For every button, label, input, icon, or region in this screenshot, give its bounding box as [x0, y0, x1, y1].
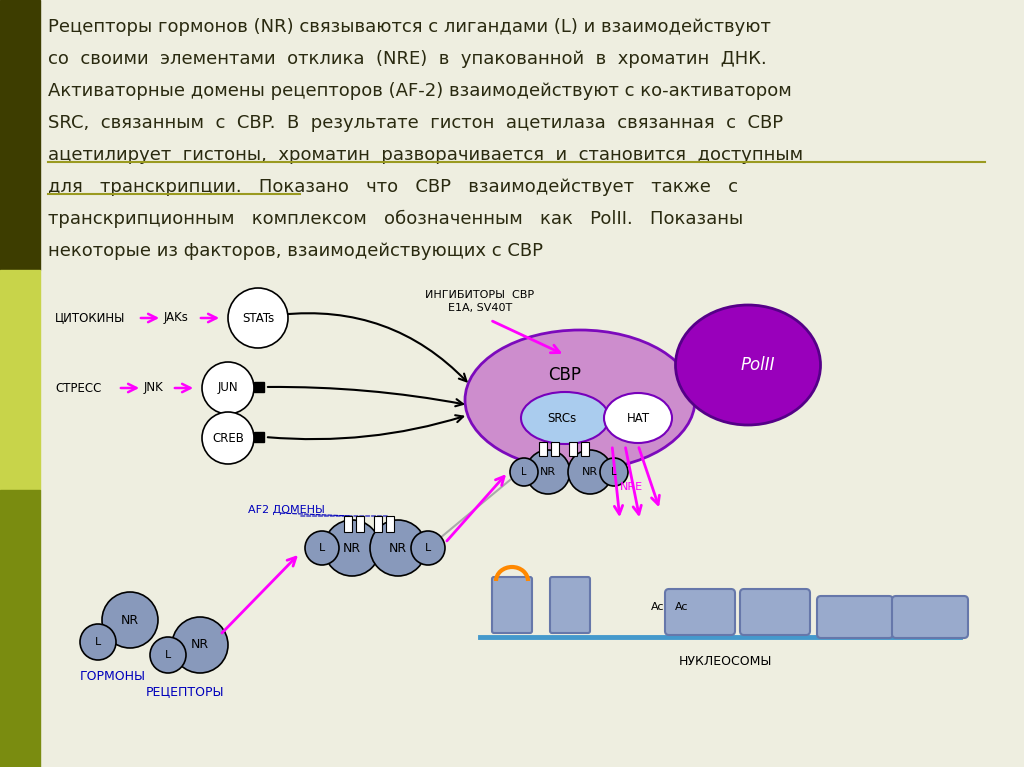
Bar	[0, 270, 40, 490]
Text: NR: NR	[582, 467, 598, 477]
Text: НУКЛЕОСОМЫ: НУКЛЕОСОМЫ	[678, 655, 772, 668]
Text: STATs: STATs	[242, 311, 274, 324]
Bar	[551, 442, 559, 456]
Bar	[569, 442, 577, 456]
Bar	[344, 516, 352, 532]
Bar	[539, 442, 547, 456]
Text: NR: NR	[389, 542, 408, 555]
Circle shape	[510, 458, 538, 486]
Text: CREB: CREB	[212, 432, 244, 445]
Circle shape	[411, 531, 445, 565]
Text: транскрипционным   комплексом   обозначенным   как   PolII.   Показаны: транскрипционным комплексом обозначенным…	[48, 210, 743, 229]
Bar	[581, 442, 589, 456]
Text: Ac: Ac	[675, 602, 689, 612]
Circle shape	[305, 531, 339, 565]
Circle shape	[324, 520, 380, 576]
Text: ГОРМОНЫ: ГОРМОНЫ	[80, 670, 146, 683]
Text: L: L	[95, 637, 101, 647]
Text: JAKs: JAKs	[164, 311, 188, 324]
Text: некоторые из факторов, взаимодействующих с CBP: некоторые из факторов, взаимодействующих…	[48, 242, 543, 260]
FancyBboxPatch shape	[665, 589, 735, 635]
Text: L: L	[165, 650, 171, 660]
Circle shape	[370, 520, 426, 576]
Ellipse shape	[676, 305, 820, 425]
Circle shape	[202, 362, 254, 414]
Text: L: L	[318, 543, 326, 553]
Text: E1A, SV40T: E1A, SV40T	[447, 303, 512, 313]
Text: ЦИТОКИНЫ: ЦИТОКИНЫ	[55, 311, 125, 324]
Text: NR: NR	[540, 467, 556, 477]
Text: РЕЦЕПТОРЫ: РЕЦЕПТОРЫ	[145, 685, 224, 698]
Ellipse shape	[465, 330, 695, 470]
Circle shape	[80, 624, 116, 660]
Bar	[356, 516, 364, 532]
Ellipse shape	[604, 393, 672, 443]
Text: NRE: NRE	[620, 482, 643, 492]
FancyBboxPatch shape	[817, 596, 893, 638]
Bar	[374, 516, 382, 532]
FancyBboxPatch shape	[492, 577, 532, 633]
Text: NR: NR	[121, 614, 139, 627]
Text: NR: NR	[190, 638, 209, 651]
Bar	[254, 432, 264, 442]
Text: NR: NR	[343, 542, 361, 555]
Circle shape	[150, 637, 186, 673]
Bar	[386, 516, 394, 532]
Circle shape	[526, 450, 570, 494]
Text: SRCs: SRCs	[548, 412, 577, 424]
Circle shape	[172, 617, 228, 673]
Text: JUN: JUN	[218, 381, 239, 394]
Text: L: L	[611, 467, 616, 477]
Text: SRC,  связанным  с  CBP.  В  результате  гистон  ацетилаза  связанная  с  CBP: SRC, связанным с CBP. В результате гисто…	[48, 114, 783, 132]
Circle shape	[568, 450, 612, 494]
Text: ИНГИБИТОРЫ  СВР: ИНГИБИТОРЫ СВР	[425, 290, 535, 300]
Text: для   транскрипции.   Показано   что   CBP   взаимодействует   также   с: для транскрипции. Показано что CBP взаим…	[48, 178, 738, 196]
Text: CBP: CBP	[549, 366, 582, 384]
Text: Ac: Ac	[651, 602, 665, 612]
Text: PolII: PolII	[740, 356, 775, 374]
Text: AF2 ДОМЕНЫ: AF2 ДОМЕНЫ	[248, 505, 325, 515]
Text: JNK: JNK	[144, 381, 164, 394]
Text: L: L	[425, 543, 431, 553]
Text: Активаторные домены рецепторов (AF-2) взаимодействуют с ко-активатором: Активаторные домены рецепторов (AF-2) вз…	[48, 82, 792, 100]
Text: ацетилирует  гистоны,  хроматин  разворачивается  и  становится  доступным: ацетилирует гистоны, хроматин разворачив…	[48, 146, 803, 164]
Text: СТРЕСС: СТРЕСС	[55, 381, 101, 394]
Text: Рецепторы гормонов (NR) связываются с лигандами (L) и взаимодействуют: Рецепторы гормонов (NR) связываются с ли…	[48, 18, 771, 36]
FancyBboxPatch shape	[550, 577, 590, 633]
Bar	[0, 490, 40, 767]
Bar	[0, 0, 40, 270]
Bar	[254, 382, 264, 392]
Circle shape	[228, 288, 288, 348]
Circle shape	[600, 458, 628, 486]
Text: L: L	[521, 467, 526, 477]
FancyBboxPatch shape	[740, 589, 810, 635]
Text: со  своими  элементами  отклика  (NRE)  в  упакованной  в  хроматин  ДНК.: со своими элементами отклика (NRE) в упа…	[48, 50, 767, 68]
Circle shape	[202, 412, 254, 464]
Text: HAT: HAT	[627, 412, 649, 424]
Circle shape	[102, 592, 158, 648]
FancyBboxPatch shape	[892, 596, 968, 638]
Ellipse shape	[521, 392, 609, 444]
